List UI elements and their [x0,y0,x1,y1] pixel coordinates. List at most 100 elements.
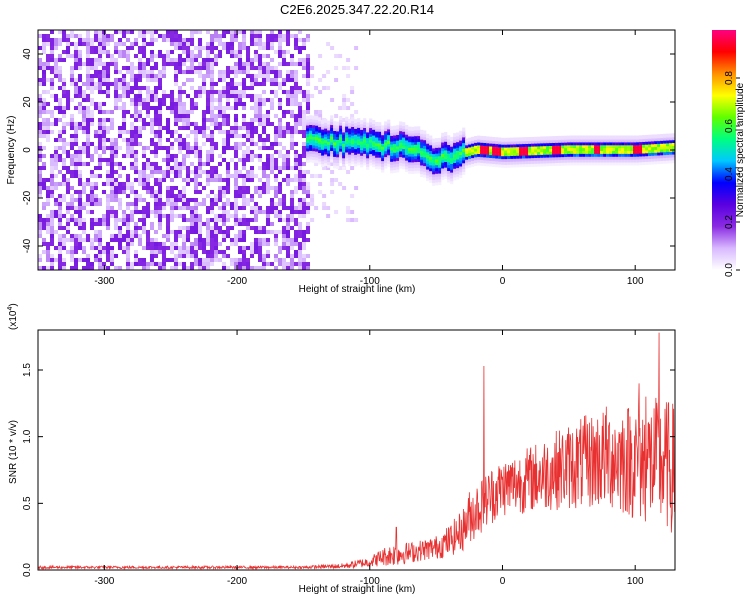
heatmap-cell [438,158,442,163]
heatmap-cell [130,62,134,66]
heatmap-cell [186,166,190,174]
heatmap-cell [354,110,359,114]
heatmap-cell [354,130,358,135]
heatmap-cell [122,234,126,242]
heatmap-cell [645,160,649,165]
heatmap-cell [214,194,218,198]
heatmap-cell [130,166,134,170]
heatmap-cell [354,133,358,138]
heatmap-cell [441,141,445,146]
heatmap-cell [278,34,282,38]
heatmap-cell [405,127,409,132]
heatmap-cell [258,62,262,66]
heatmap-cell [666,156,670,161]
heatmap-cell [321,145,325,150]
heatmap-cell [250,94,254,98]
heatmap-cell [98,162,102,166]
heatmap-cell [274,210,278,214]
heatmap-cell [387,151,391,156]
heatmap-cell [290,214,294,218]
heatmap-cell [214,106,218,110]
heatmap-cell [462,156,466,161]
heatmap-cell [654,148,658,153]
heatmap-cell [74,158,78,162]
heatmap-cell [154,254,158,258]
heatmap-cell [516,137,520,142]
heatmap-cell [474,136,478,140]
heatmap-cell [138,74,142,78]
heatmap-cell [444,134,448,139]
heatmap-cell [202,86,206,94]
heatmap-cell [66,42,70,46]
heatmap-cell [360,137,364,142]
heatmap-cell [414,152,418,157]
heatmap-cell [654,157,658,162]
heatmap-cell [154,154,158,158]
heatmap-cell [194,206,198,210]
heatmap-cell [66,90,70,98]
heatmap-cell [528,162,532,167]
heatmap-cell [106,62,110,66]
heatmap-cell [70,74,74,78]
heatmap-cell [146,266,150,270]
heatmap-cell [648,157,652,162]
colorbar-tick-label: 0.8 [724,71,735,85]
heatmap-cell [238,126,242,130]
heatmap-cell [447,161,451,166]
heatmap-cell [218,198,222,202]
heatmap-cell [302,74,306,78]
heatmap-cell [198,242,202,246]
heatmap-cell [546,150,550,155]
heatmap-cell [390,157,394,162]
heatmap-cell [360,125,364,130]
heatmap-cell [118,78,122,82]
heatmap-cell [130,42,134,46]
heatmap-cell [126,154,130,158]
heatmap-cell [206,250,210,254]
heatmap-cell [411,170,415,174]
heatmap-cell [290,254,294,258]
heatmap-cell [254,238,258,242]
heatmap-cell [585,152,589,157]
heatmap-cell [507,146,511,151]
heatmap-cell [366,160,370,164]
heatmap-cell [234,190,238,198]
heatmap-cell [306,158,310,163]
heatmap-cell [579,147,583,151]
heatmap-cell [242,254,246,258]
heatmap-cell [492,160,496,164]
heatmap-cell [465,141,469,146]
heatmap-cell [158,34,162,38]
heatmap-cell [174,242,178,246]
heatmap-cell [174,46,178,50]
heatmap-cell [138,218,142,222]
heatmap-cell [50,254,54,258]
heatmap-cell [270,82,274,86]
heatmap-cell [474,161,478,166]
heatmap-cell [206,90,210,98]
heatmap-cell [158,102,162,110]
heatmap-cell [122,210,126,214]
heatmap-cell [480,161,484,166]
heatmap-cell [66,210,70,214]
heatmap-cell [381,145,385,150]
heatmap-cell [194,246,198,250]
heatmap-cell [114,266,118,270]
heatmap-cell [381,154,385,159]
heatmap-cell [126,250,130,258]
heatmap-cell [82,82,86,86]
heatmap-cell [222,222,226,226]
heatmap-cell [178,214,182,218]
heatmap-cell [98,70,102,74]
heatmap-cell [250,178,254,182]
heatmap-cell [318,151,322,156]
heatmap-cell [294,82,298,86]
heatmap-cell [198,74,202,78]
heatmap-cell [378,124,382,129]
heatmap-cell [78,146,82,150]
heatmap-cell [525,151,529,156]
heatmap-cell [210,82,214,86]
heatmap-x-label: Height of straight line (km) [299,284,416,295]
heatmap-cell [210,118,214,122]
heatmap-cell [324,127,328,132]
